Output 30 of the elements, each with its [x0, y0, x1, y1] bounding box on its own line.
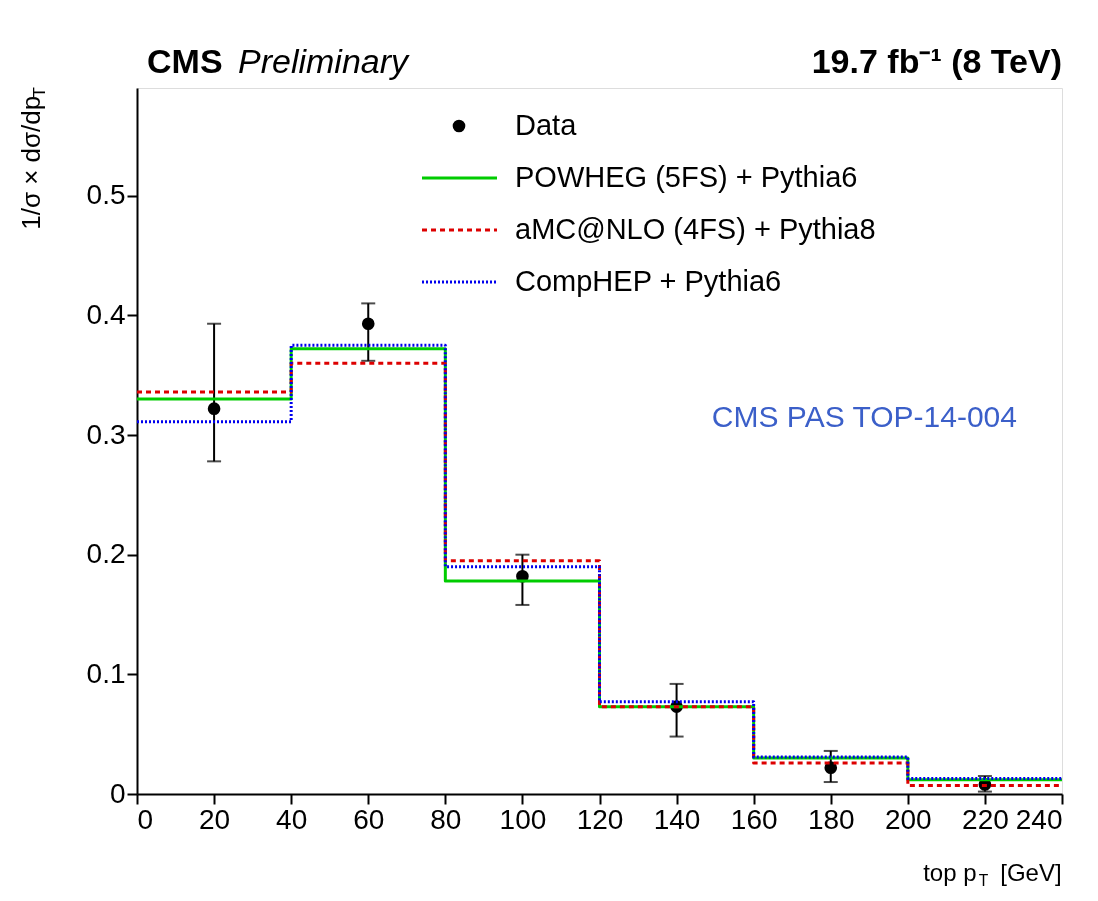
x-tick-label: 40 [276, 803, 308, 835]
y-tick-label: 0.3 [86, 418, 126, 450]
x-tick-label: 220 [962, 803, 1009, 835]
y-tick-label: 0.5 [86, 179, 126, 211]
point [361, 317, 375, 331]
point [824, 761, 838, 774]
x-tick-label: 60 [353, 803, 385, 835]
y-tick-label: 0.4 [86, 298, 126, 330]
x-tick-label: 240 [1015, 803, 1063, 835]
x-tick-label: 100 [499, 803, 547, 835]
legend-label: POWHEG (5FS) + Pythia6 [515, 161, 858, 193]
annotation: CMS PAS TOP-14-004 [711, 400, 1017, 433]
x-tick-label: 0 [137, 803, 154, 835]
chart-title: CMS Preliminary [147, 42, 411, 80]
x-tick-label: 120 [576, 803, 624, 835]
x-tick-label: 180 [807, 803, 855, 835]
y-tick-label: 0 [109, 777, 126, 809]
x-tick-label: 160 [730, 803, 778, 835]
legend-label: CompHEP + Pythia6 [515, 265, 782, 297]
x-tick-label: 140 [653, 803, 701, 835]
legend-label: Data [515, 109, 578, 141]
x-tick-label: 200 [884, 803, 932, 835]
x-tick-label: 80 [430, 803, 462, 835]
y-axis-title: 1/σ × dσ/dpT [16, 87, 49, 230]
point [207, 402, 221, 415]
x-tick-label: 20 [199, 803, 231, 835]
legend-label: aMC@NLO (4FS) + Pythia8 [515, 213, 876, 245]
text: 19.7 fb⁻¹ (8 TeV) [811, 42, 1062, 80]
y-tick-label: 0.1 [86, 657, 126, 689]
y-tick-label: 0.2 [86, 538, 126, 570]
